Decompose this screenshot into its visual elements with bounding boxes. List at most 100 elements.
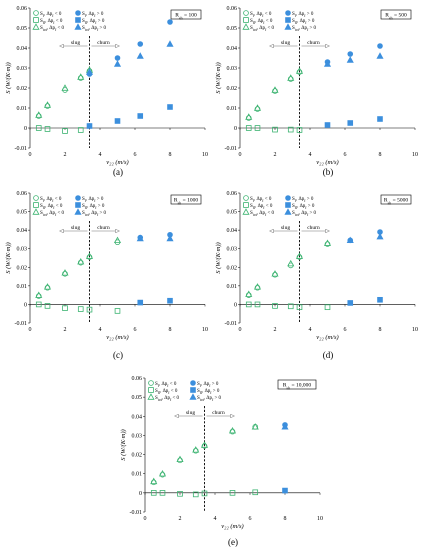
legend-marker	[75, 10, 81, 16]
data-point	[61, 269, 69, 276]
series-triangle-filled	[136, 234, 174, 242]
y-tick-label: 0	[24, 302, 27, 308]
y-tick-label: 0	[234, 126, 237, 132]
regime-label-slug: slug	[71, 40, 80, 46]
legend-entry: Sf, Δpf > 0	[197, 382, 219, 388]
y-tick-label: 0	[234, 302, 237, 308]
data-point	[200, 441, 209, 448]
legend-marker	[33, 195, 39, 201]
legend-entry: Stot, Δpf < 0	[40, 26, 65, 32]
legend-entry: Sfl, Δpf > 0	[292, 19, 315, 25]
legend-entry: Sfl, Δpf > 0	[292, 204, 315, 210]
y-tick-label: 0.04	[132, 414, 143, 420]
churn-arrow-head	[115, 228, 121, 234]
legend-entry: Sf, Δpf < 0	[250, 197, 272, 203]
data-point	[287, 303, 294, 310]
series-square-filled	[282, 487, 288, 494]
data-point	[150, 490, 157, 496]
regime-label-slug: slug	[281, 40, 290, 46]
series-triangle-filled	[323, 52, 384, 67]
y-tick-label: 0.02	[17, 86, 28, 92]
data-point	[86, 306, 93, 313]
regime-label-churn: churn	[97, 225, 110, 231]
y-tick-label: 0.05	[132, 395, 143, 401]
legend-entry: Sfl, Δpf < 0	[250, 19, 273, 25]
legend-entry: Sf, Δpf > 0	[292, 12, 314, 18]
data-point	[62, 128, 68, 134]
data-point	[167, 19, 173, 25]
data-point	[61, 84, 69, 91]
x-tick-label: 10	[412, 152, 418, 158]
data-point	[287, 74, 295, 81]
data-point	[44, 303, 51, 309]
data-point	[271, 270, 279, 277]
legend-entry: Sf, Δpf < 0	[40, 197, 62, 203]
data-point	[113, 60, 122, 67]
data-point	[295, 67, 304, 74]
legend-entry: Stot, Δpf > 0	[82, 26, 107, 32]
legend-entry: Sfl, Δpf < 0	[40, 204, 63, 210]
data-point	[282, 487, 288, 494]
x-axis-title: v₂₂ (m/s)	[316, 159, 338, 166]
data-point	[177, 491, 183, 497]
legend-entry: Stot, Δpf < 0	[250, 211, 275, 217]
legend-entry: Sfl, Δpf < 0	[250, 204, 273, 210]
data-point	[346, 236, 354, 244]
x-tick-label: 0	[29, 327, 32, 333]
x-axis-title: v₂₂ (m/s)	[221, 523, 243, 530]
x-tick-label: 0	[239, 152, 242, 158]
legend-entry: Sfl, Δpf < 0	[40, 19, 63, 25]
data-point	[35, 111, 43, 118]
legend-marker	[190, 380, 196, 386]
data-point	[254, 301, 261, 308]
data-point	[377, 116, 383, 122]
panel-caption: (d)	[323, 350, 334, 360]
series-square-open	[35, 301, 121, 314]
x-tick-label: 10	[202, 327, 208, 333]
legend-marker	[243, 202, 249, 208]
data-point	[324, 122, 331, 128]
data-point	[137, 41, 144, 47]
y-tick-label: 0.02	[17, 265, 28, 271]
series-square-filled	[324, 116, 383, 128]
series-triangle-open	[150, 423, 259, 485]
panel-caption: (e)	[228, 537, 238, 547]
data-point	[44, 126, 51, 132]
legend-marker	[33, 202, 39, 208]
legend: Sf, Δpf < 0 Sf, Δpf > 0 Sfl, Δpf < 0 Sfl, Δ…	[32, 10, 107, 32]
legend: Sf, Δpf < 0 Sf, Δpf > 0 Sfl, Δpf < 0 Sfl, Δ…	[242, 195, 317, 217]
data-point	[346, 56, 354, 63]
data-point	[166, 40, 174, 47]
legend-marker	[284, 23, 292, 30]
data-point	[228, 426, 237, 434]
data-point	[245, 125, 252, 131]
legend-entry: Stot, Δpf < 0	[40, 211, 65, 217]
regime-label-slug: slug	[186, 410, 195, 416]
x-tick-label: 10	[202, 152, 208, 158]
data-point	[287, 259, 295, 267]
data-point	[245, 290, 253, 297]
data-point	[272, 303, 278, 309]
data-point	[272, 126, 278, 133]
data-point	[35, 125, 42, 131]
legend: Sf, Δpf < 0 Sf, Δpf > 0 Sfl, Δpf < 0 Sfl, Δ…	[242, 10, 317, 32]
legend-marker	[33, 17, 39, 23]
data-point	[296, 304, 303, 311]
y-axis-title: S (W/(K·m))	[5, 242, 12, 273]
x-axis-title: v₂₂ (m/s)	[316, 334, 338, 341]
data-point	[114, 118, 121, 124]
data-point	[176, 455, 184, 463]
y-tick-label: 0.02	[132, 453, 143, 459]
data-point	[254, 125, 261, 131]
x-tick-label: 10	[317, 516, 323, 522]
data-point	[376, 52, 384, 59]
series-triangle-open	[35, 236, 122, 298]
legend-entry: Sf, Δpf < 0	[155, 382, 177, 388]
data-point	[252, 489, 259, 496]
data-point	[377, 296, 383, 303]
data-point	[287, 126, 294, 133]
